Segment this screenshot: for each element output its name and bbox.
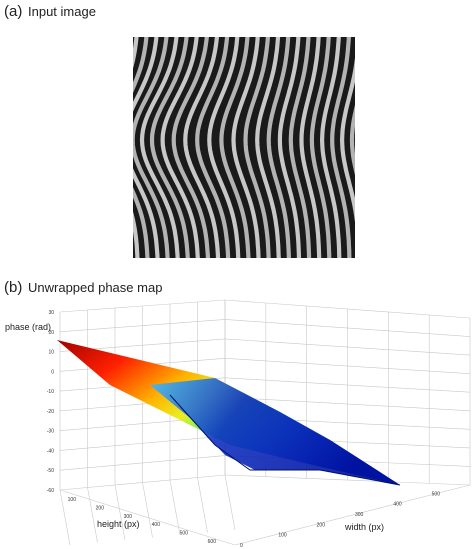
height-axis-label: height (px) [97, 519, 140, 529]
z-tick-label: 30 [48, 310, 54, 316]
fringe [309, 37, 332, 258]
fringe [183, 37, 221, 258]
z-tick-label: -60 [47, 488, 54, 494]
fringe [349, 104, 355, 176]
panel-label: (a) [4, 3, 22, 20]
width-tick-label: 400 [393, 502, 402, 508]
z-tick-label: -30 [47, 429, 54, 435]
fringe [243, 37, 271, 258]
grid-line [224, 474, 236, 531]
height-tick-label: 600 [208, 539, 217, 545]
grid-line [234, 484, 471, 546]
width-axis-label: width (px) [344, 522, 384, 532]
fringe [277, 37, 302, 258]
width-tick-label: 0 [240, 543, 243, 549]
z-tick-label: 10 [48, 350, 54, 356]
height-tick-label: 300 [124, 514, 133, 520]
width-tick-label: 300 [355, 512, 364, 518]
grid-line [142, 482, 153, 538]
z-tick-label: -40 [47, 448, 54, 454]
fringes [101, 30, 355, 265]
fringe [319, 37, 342, 258]
panel-label: (b) [4, 279, 22, 296]
z-tick-label: -10 [47, 389, 54, 395]
fringe [255, 37, 281, 258]
z-tick-label: 0 [51, 369, 54, 375]
fringe [219, 37, 251, 258]
grid-line [59, 489, 236, 546]
grid-line [169, 479, 181, 536]
surface-edge [169, 394, 401, 486]
height-tick-label: 200 [96, 506, 105, 512]
grid-line [197, 477, 208, 533]
fringe [133, 37, 170, 258]
surface-fold [150, 378, 400, 485]
fringe [330, 37, 352, 258]
fringe [288, 37, 312, 258]
fringe [195, 37, 231, 258]
fringe [133, 37, 150, 258]
width-tick-label: 500 [432, 491, 441, 497]
height-tick-label: 500 [180, 531, 189, 537]
fringe [160, 37, 200, 258]
grid-line [114, 484, 126, 541]
panel-title: Unwrapped phase map [28, 280, 162, 295]
fringe [231, 37, 261, 258]
grid-line [59, 489, 71, 546]
height-tick-label: 400 [152, 522, 161, 528]
width-tick-label: 200 [317, 522, 326, 528]
height-tick-label: 100 [68, 497, 77, 503]
fringe [339, 57, 355, 223]
fringe [171, 37, 211, 258]
fringe [133, 37, 160, 258]
fringe [207, 37, 241, 258]
fringe [299, 37, 322, 258]
panel-title: Input image [28, 4, 96, 19]
fringe [133, 37, 140, 258]
grid-line [87, 487, 98, 543]
fringe [149, 37, 190, 258]
z-tick-label: -20 [47, 409, 54, 415]
fringe [101, 30, 128, 265]
z-axis-label: phase (rad) [5, 322, 51, 332]
plot-box [59, 299, 471, 546]
z-tick-label: 20 [48, 330, 54, 336]
fringe [139, 37, 180, 258]
fringe [266, 37, 291, 258]
z-tick-label: -50 [47, 468, 54, 474]
width-tick-label: 100 [278, 533, 287, 539]
